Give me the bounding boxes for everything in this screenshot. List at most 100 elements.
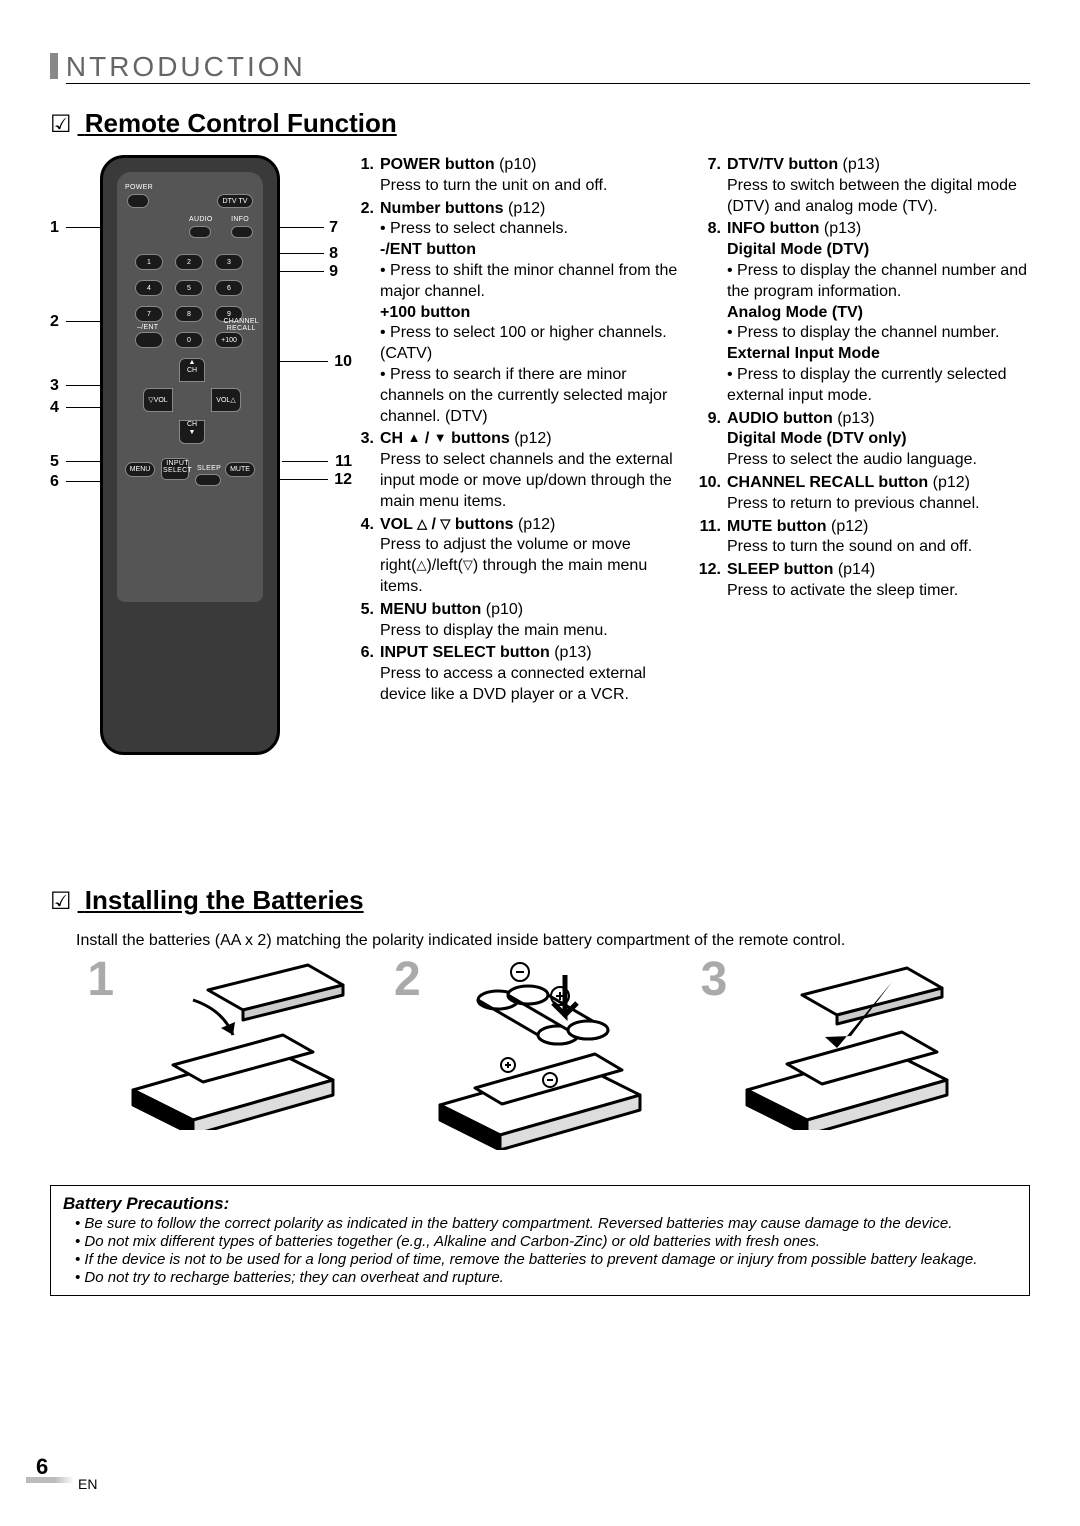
p100-text: +100 [221,337,237,344]
precaution-1: Be sure to follow the correct polarity a… [75,1215,1017,1232]
d3-t2: buttons [451,430,510,447]
info-button [231,226,253,238]
dpad: ▲CH CH▼ ▽VOL VOL△ [149,358,235,444]
callout-3: 3 [50,377,59,395]
d8-s1: Digital Mode (DTV) [727,240,1030,261]
d6-d: Press to access a connected external dev… [380,665,646,703]
d3-d: Press to select channels and the externa… [380,451,673,510]
d3-t1: CH [380,430,403,447]
d9-t: AUDIO button [727,410,833,427]
d4-d2: )/left( [426,557,462,574]
callout-4-num: 4 [50,399,59,416]
vol-r-label: VOL [216,397,230,404]
d2-b2: Press to shift the minor channel from th… [380,261,683,303]
d6-t: INPUT SELECT button [380,644,550,661]
precaution-title: Battery Precautions: [63,1194,1017,1214]
page-header: NTRODUCTION [50,50,1030,84]
ent-label: –/ENT [137,324,158,331]
num-0: 0 [175,332,203,348]
d10-p: (p12) [933,474,970,491]
d12-d: Press to activate the sleep timer. [727,582,958,599]
d2-b4: Press to search if there are minor chann… [380,365,683,427]
step1-num: 1 [87,952,114,1007]
battery-insert-icon [420,960,660,1150]
ch-down: CH▼ [179,420,205,444]
battery-step-3: 3 [727,960,967,1135]
desc-item-5: 5. MENU button (p10) Press to display th… [346,600,683,642]
d4-p: (p12) [518,516,555,533]
d2-b3: Press to select 100 or higher channels. … [380,323,683,365]
page-number: 6 [36,1454,48,1480]
d12-t: SLEEP button [727,561,833,578]
desc-item-6: 6. INPUT SELECT button (p13) Press to ac… [346,643,683,705]
menu-button: MENU [125,462,155,477]
ent-button [135,332,163,348]
d7-p: (p13) [843,156,880,173]
d9-d: Press to select the audio language. [727,450,1030,471]
remote-illustration-column: 1 2 3 4 5 6 7 8 9 10 11 12 POWER DTV TV … [50,155,330,755]
d11-p: (p12) [831,518,868,535]
ch-up-label: CH [187,367,197,374]
precaution-3: If the device is not to be used for a lo… [75,1251,1017,1268]
section-batteries-heading: Installing the Batteries [50,885,1030,916]
d1-page: (p10) [499,156,536,173]
desc-item-1: 1. POWER button (p10) Press to turn the … [346,155,683,197]
power-button [127,194,149,208]
remote-face: POWER DTV TV AUDIO INFO 1 2 3 4 5 6 7 8 [117,172,263,602]
d9-s: Digital Mode (DTV only) [727,429,1030,450]
num7-text: 7 [147,311,151,318]
num-3: 3 [215,254,243,270]
callout-4: 4 [50,399,59,417]
d9-p: (p13) [837,410,874,427]
d2-sub1: -/ENT button [380,240,683,261]
callout-7: 7 [329,219,338,237]
battery-precaution-box: Battery Precautions: Be sure to follow t… [50,1185,1030,1296]
num3-text: 3 [227,259,231,266]
ch-down-label: CH [187,421,197,428]
callout-8: 8 [329,245,338,263]
d5-d: Press to display the main menu. [380,622,608,639]
power-label: POWER [125,184,153,191]
remote-section: 1 2 3 4 5 6 7 8 9 10 11 12 POWER DTV TV … [50,155,1030,755]
battery-step-1: 1 [113,960,353,1135]
num-8: 8 [175,306,203,322]
mute-button: MUTE [225,462,255,477]
d1-title: POWER button [380,156,495,173]
step2-num: 2 [394,952,421,1007]
d4-t2: buttons [455,516,514,533]
num9-text: 9 [227,311,231,318]
remote-body: POWER DTV TV AUDIO INFO 1 2 3 4 5 6 7 8 [100,155,280,755]
battery-steps: 1 2 [50,960,1030,1155]
num-4: 4 [135,280,163,296]
section-remote-heading: Remote Control Function [50,108,1030,139]
chrecall-label: CHANNEL RECALL [223,318,259,332]
battery-step-2: 2 [420,960,660,1155]
step3-num: 3 [701,952,728,1007]
callout-8-num: 8 [329,245,338,262]
callout-1: 1 [50,219,59,237]
d1-desc: Press to turn the unit on and off. [380,177,607,194]
input-select-label: INPUT SELECT [163,460,192,474]
vol-up: VOL△ [211,388,241,412]
callout-9-num: 9 [329,263,338,280]
d12-p: (p14) [838,561,875,578]
callout-6: 6 [50,473,59,491]
num1-text: 1 [147,259,151,266]
callout-5: 5 [50,453,59,471]
desc-item-12: 12. SLEEP button (p14) Press to activate… [693,560,1030,602]
d5-p: (p10) [486,601,523,618]
menu-text: MENU [130,466,151,473]
num-7: 7 [135,306,163,322]
d11-t: MUTE button [727,518,827,535]
d2-title: Number buttons [380,200,504,217]
header-accent [50,53,58,79]
language-label: EN [78,1476,97,1492]
vol-down: ▽VOL [143,388,173,412]
remote-heading-text: Remote Control Function [85,108,397,138]
batteries-heading-text: Installing the Batteries [85,885,364,915]
callout-3-num: 3 [50,377,59,394]
d10-t: CHANNEL RECALL button [727,474,928,491]
d11-d: Press to turn the sound on and off. [727,538,972,555]
vol-l-label: VOL [154,397,168,404]
sleep-label: SLEEP [197,465,221,472]
